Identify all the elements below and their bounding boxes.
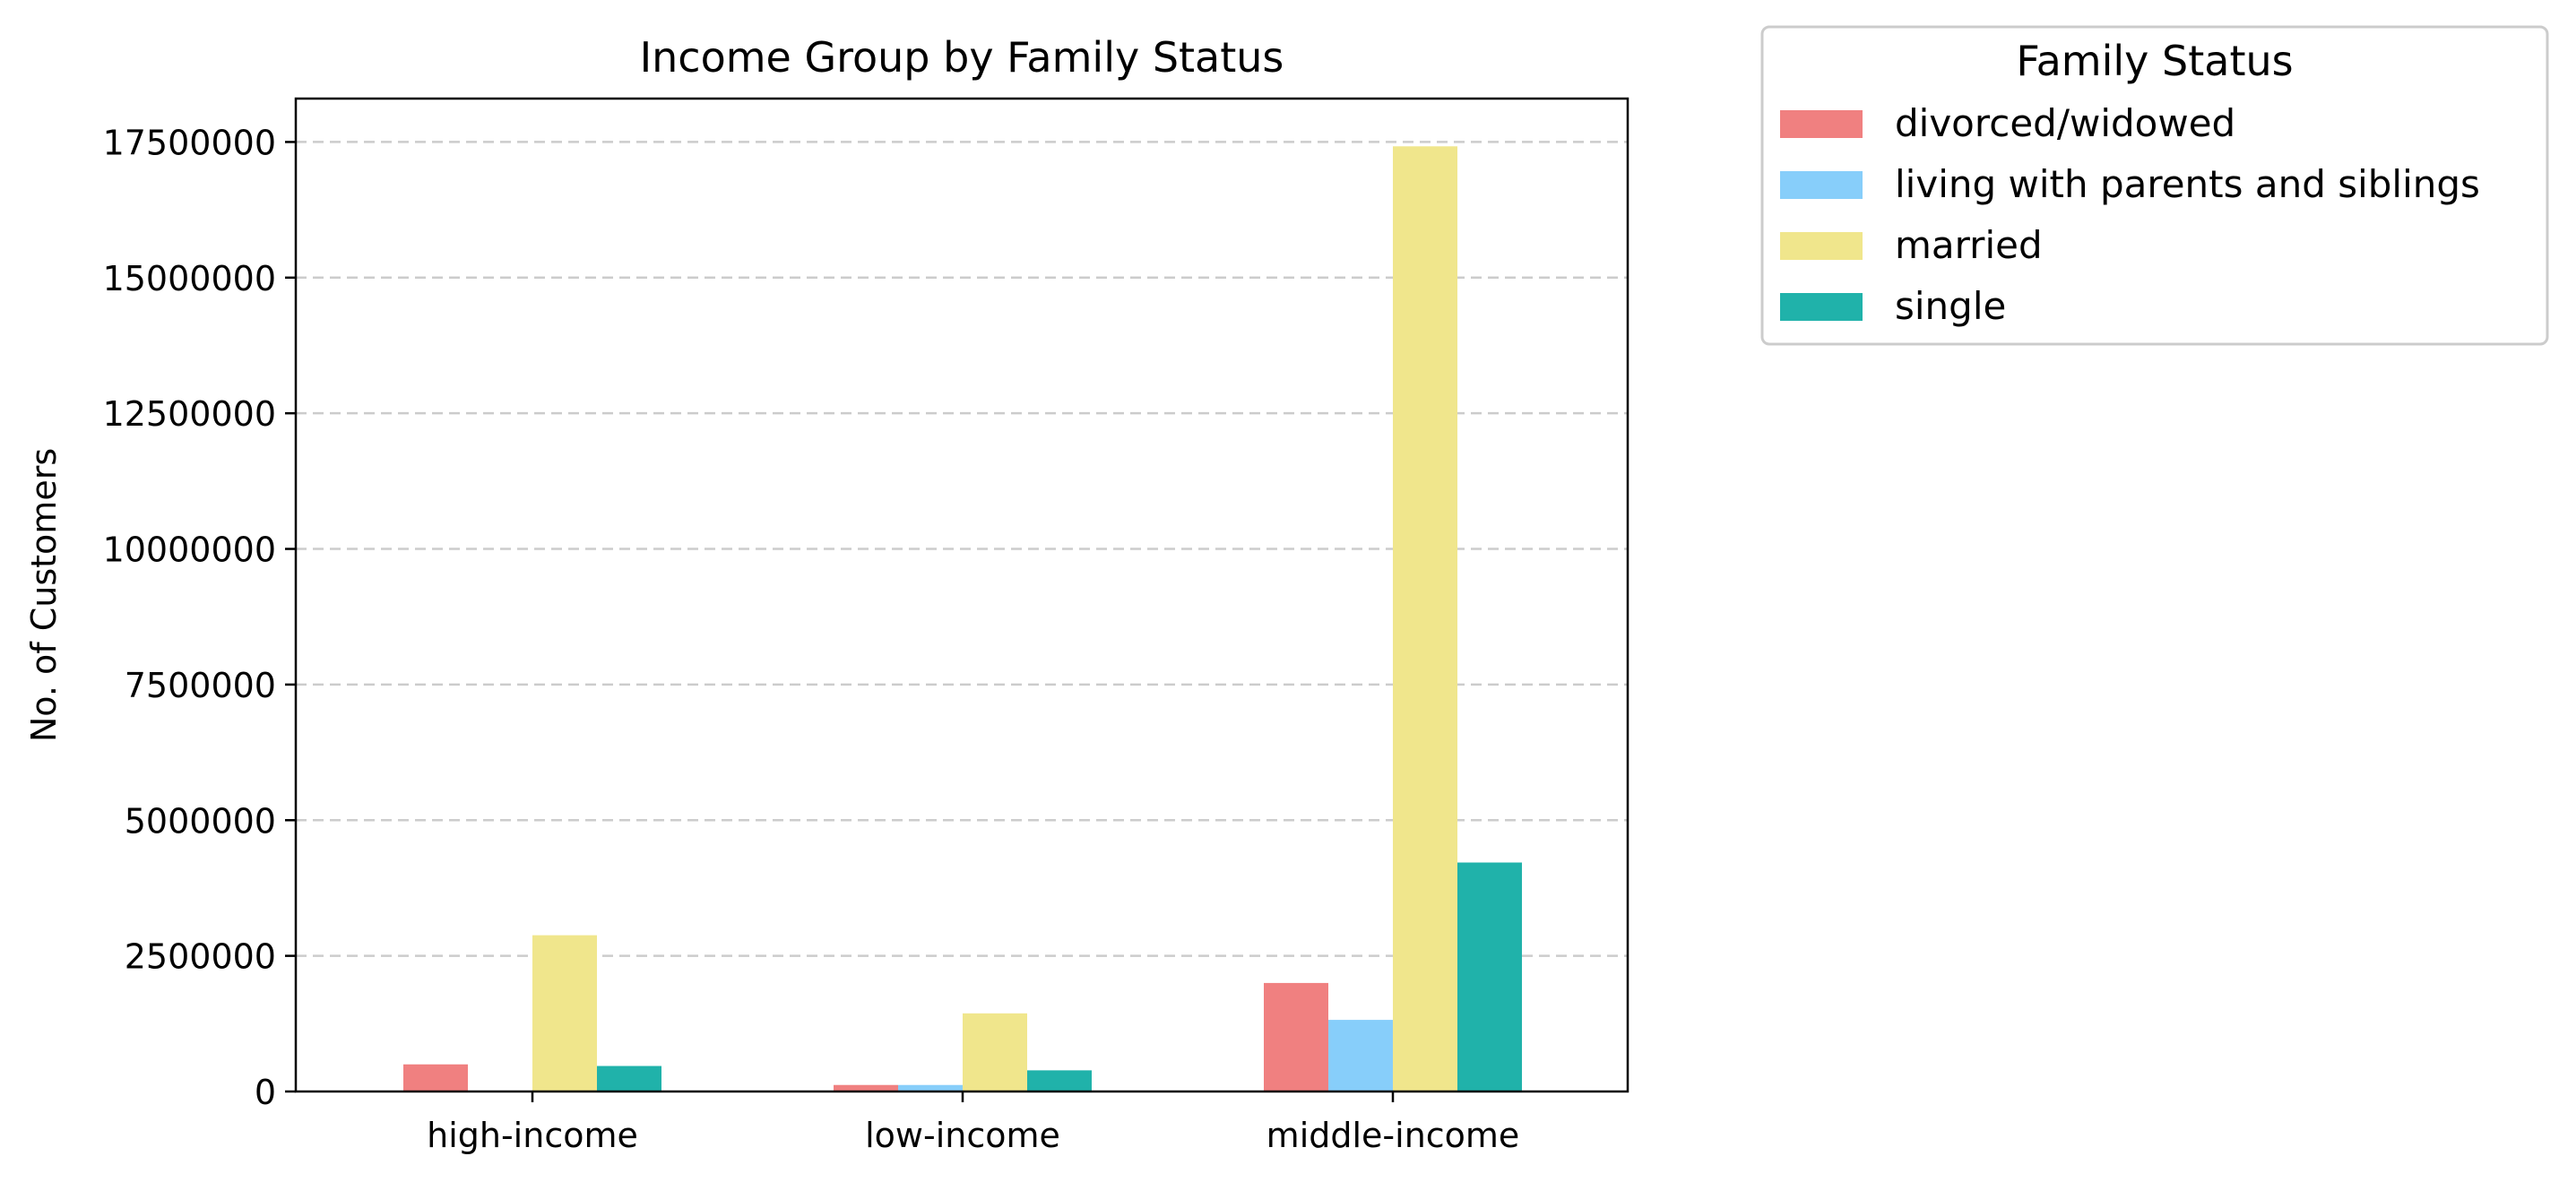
- legend-swatch: [1780, 293, 1863, 321]
- legend-swatch: [1780, 232, 1863, 260]
- bar-divorced-widowed-low-income: [834, 1084, 898, 1091]
- legend-swatch: [1780, 171, 1863, 199]
- bar-single-high-income: [597, 1066, 661, 1091]
- legend-label: divorced/widowed: [1895, 101, 2235, 145]
- y-tick-label: 12500000: [103, 394, 276, 434]
- y-tick-label: 7500000: [125, 666, 276, 705]
- legend-label: single: [1895, 284, 2006, 328]
- y-axis-label: No. of Customers: [24, 448, 64, 742]
- chart-title: Income Group by Family Status: [640, 33, 1284, 82]
- bar-living-with-parents-and-siblings-middle-income: [1328, 1020, 1393, 1091]
- axis-layer: 0 2500000 5000000 7500000 10000000 12500000 15…: [103, 123, 1520, 1155]
- legend-swatch: [1780, 110, 1863, 138]
- bar-divorced-widowed-middle-income: [1264, 982, 1328, 1091]
- bar-married-high-income: [532, 935, 597, 1091]
- bar-single-middle-income: [1457, 862, 1522, 1091]
- bar-married-middle-income: [1393, 146, 1457, 1091]
- legend-items: divorced/widowed living with parents and …: [1780, 101, 2480, 328]
- x-tick-label: high-income: [427, 1116, 638, 1155]
- grid-layer: [296, 141, 1628, 957]
- y-tick-label: 10000000: [103, 531, 276, 570]
- legend: Family Status divorced/widowed living wit…: [1760, 25, 2549, 346]
- legend-label: living with parents and siblings: [1895, 162, 2480, 206]
- legend-label: married: [1895, 223, 2043, 267]
- y-tick-label: 0: [255, 1073, 276, 1112]
- bars-layer: [403, 146, 1522, 1091]
- y-tick-label: 2500000: [125, 937, 276, 977]
- legend-title: Family Status: [2016, 37, 2293, 85]
- y-tick-label: 15000000: [103, 259, 276, 298]
- legend-frame: [1760, 25, 2549, 346]
- bar-married-low-income: [963, 1013, 1027, 1091]
- bar-single-low-income: [1027, 1070, 1092, 1091]
- bar-divorced-widowed-high-income: [403, 1064, 468, 1091]
- x-tick-label: low-income: [865, 1116, 1060, 1155]
- bar-living-with-parents-and-siblings-low-income: [898, 1084, 963, 1091]
- x-tick-label: middle-income: [1266, 1116, 1520, 1155]
- y-tick-label: 17500000: [103, 123, 276, 162]
- y-tick-label: 5000000: [125, 801, 276, 841]
